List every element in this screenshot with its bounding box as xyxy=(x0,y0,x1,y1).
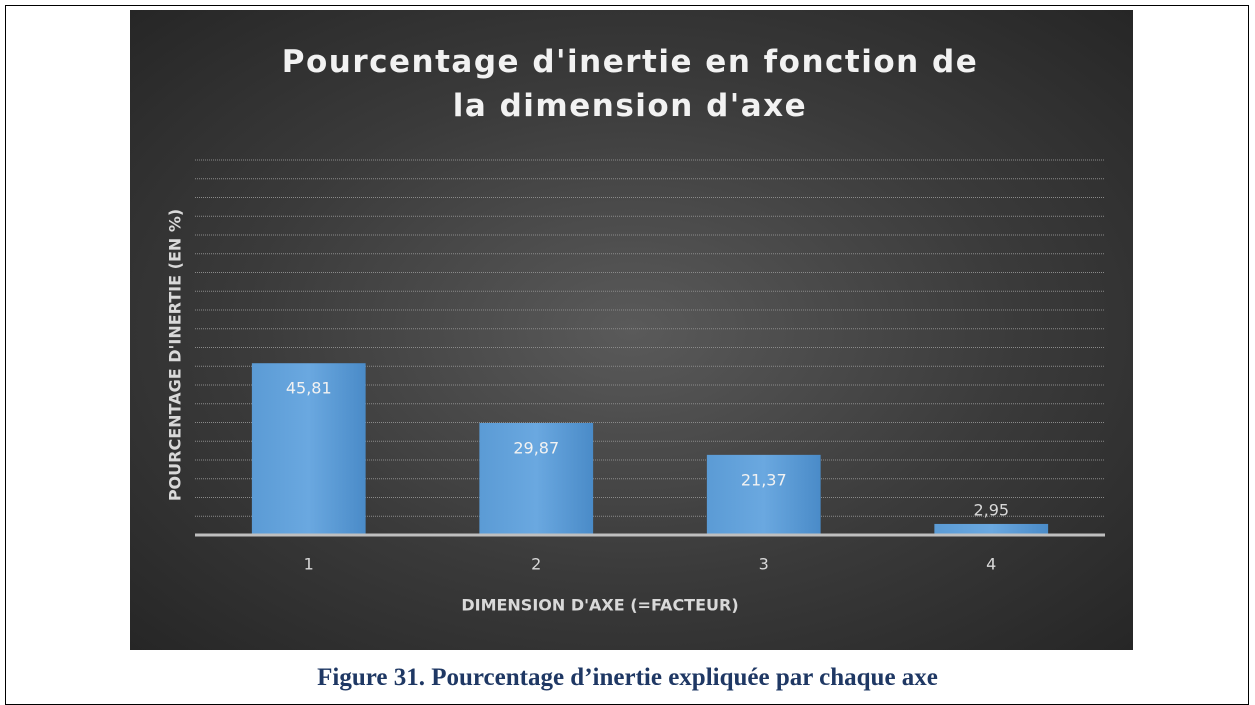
y-axis-label: POURCENTAGE D'INERTIE (EN %) xyxy=(166,209,185,501)
x-tick-label: 3 xyxy=(759,555,769,574)
chart: DIMENSION D'AXE (=FACTEUR) POURCENTAGE D… xyxy=(166,159,1105,615)
x-tick-label: 2 xyxy=(531,555,541,574)
chart-title: Pourcentage d'inertie en fonction de la … xyxy=(281,44,979,124)
caption: Figure 31. Pourcentage d’inertie expliqu… xyxy=(317,664,938,691)
data-label: 21,37 xyxy=(741,470,787,489)
x-tick-label: 1 xyxy=(304,555,314,574)
x-tick-label: 4 xyxy=(986,555,996,574)
bar xyxy=(251,363,366,535)
x-axis-label: DIMENSION D'AXE (=FACTEUR) xyxy=(461,596,738,615)
data-label: 45,81 xyxy=(286,379,332,398)
bar xyxy=(706,454,821,535)
bar xyxy=(934,523,1049,535)
data-label: 2,95 xyxy=(973,500,1009,519)
chart-area: DIMENSION D'AXE (=FACTEUR) POURCENTAGE D… xyxy=(130,10,1133,650)
data-label: 29,87 xyxy=(513,438,559,457)
bar xyxy=(479,422,594,535)
